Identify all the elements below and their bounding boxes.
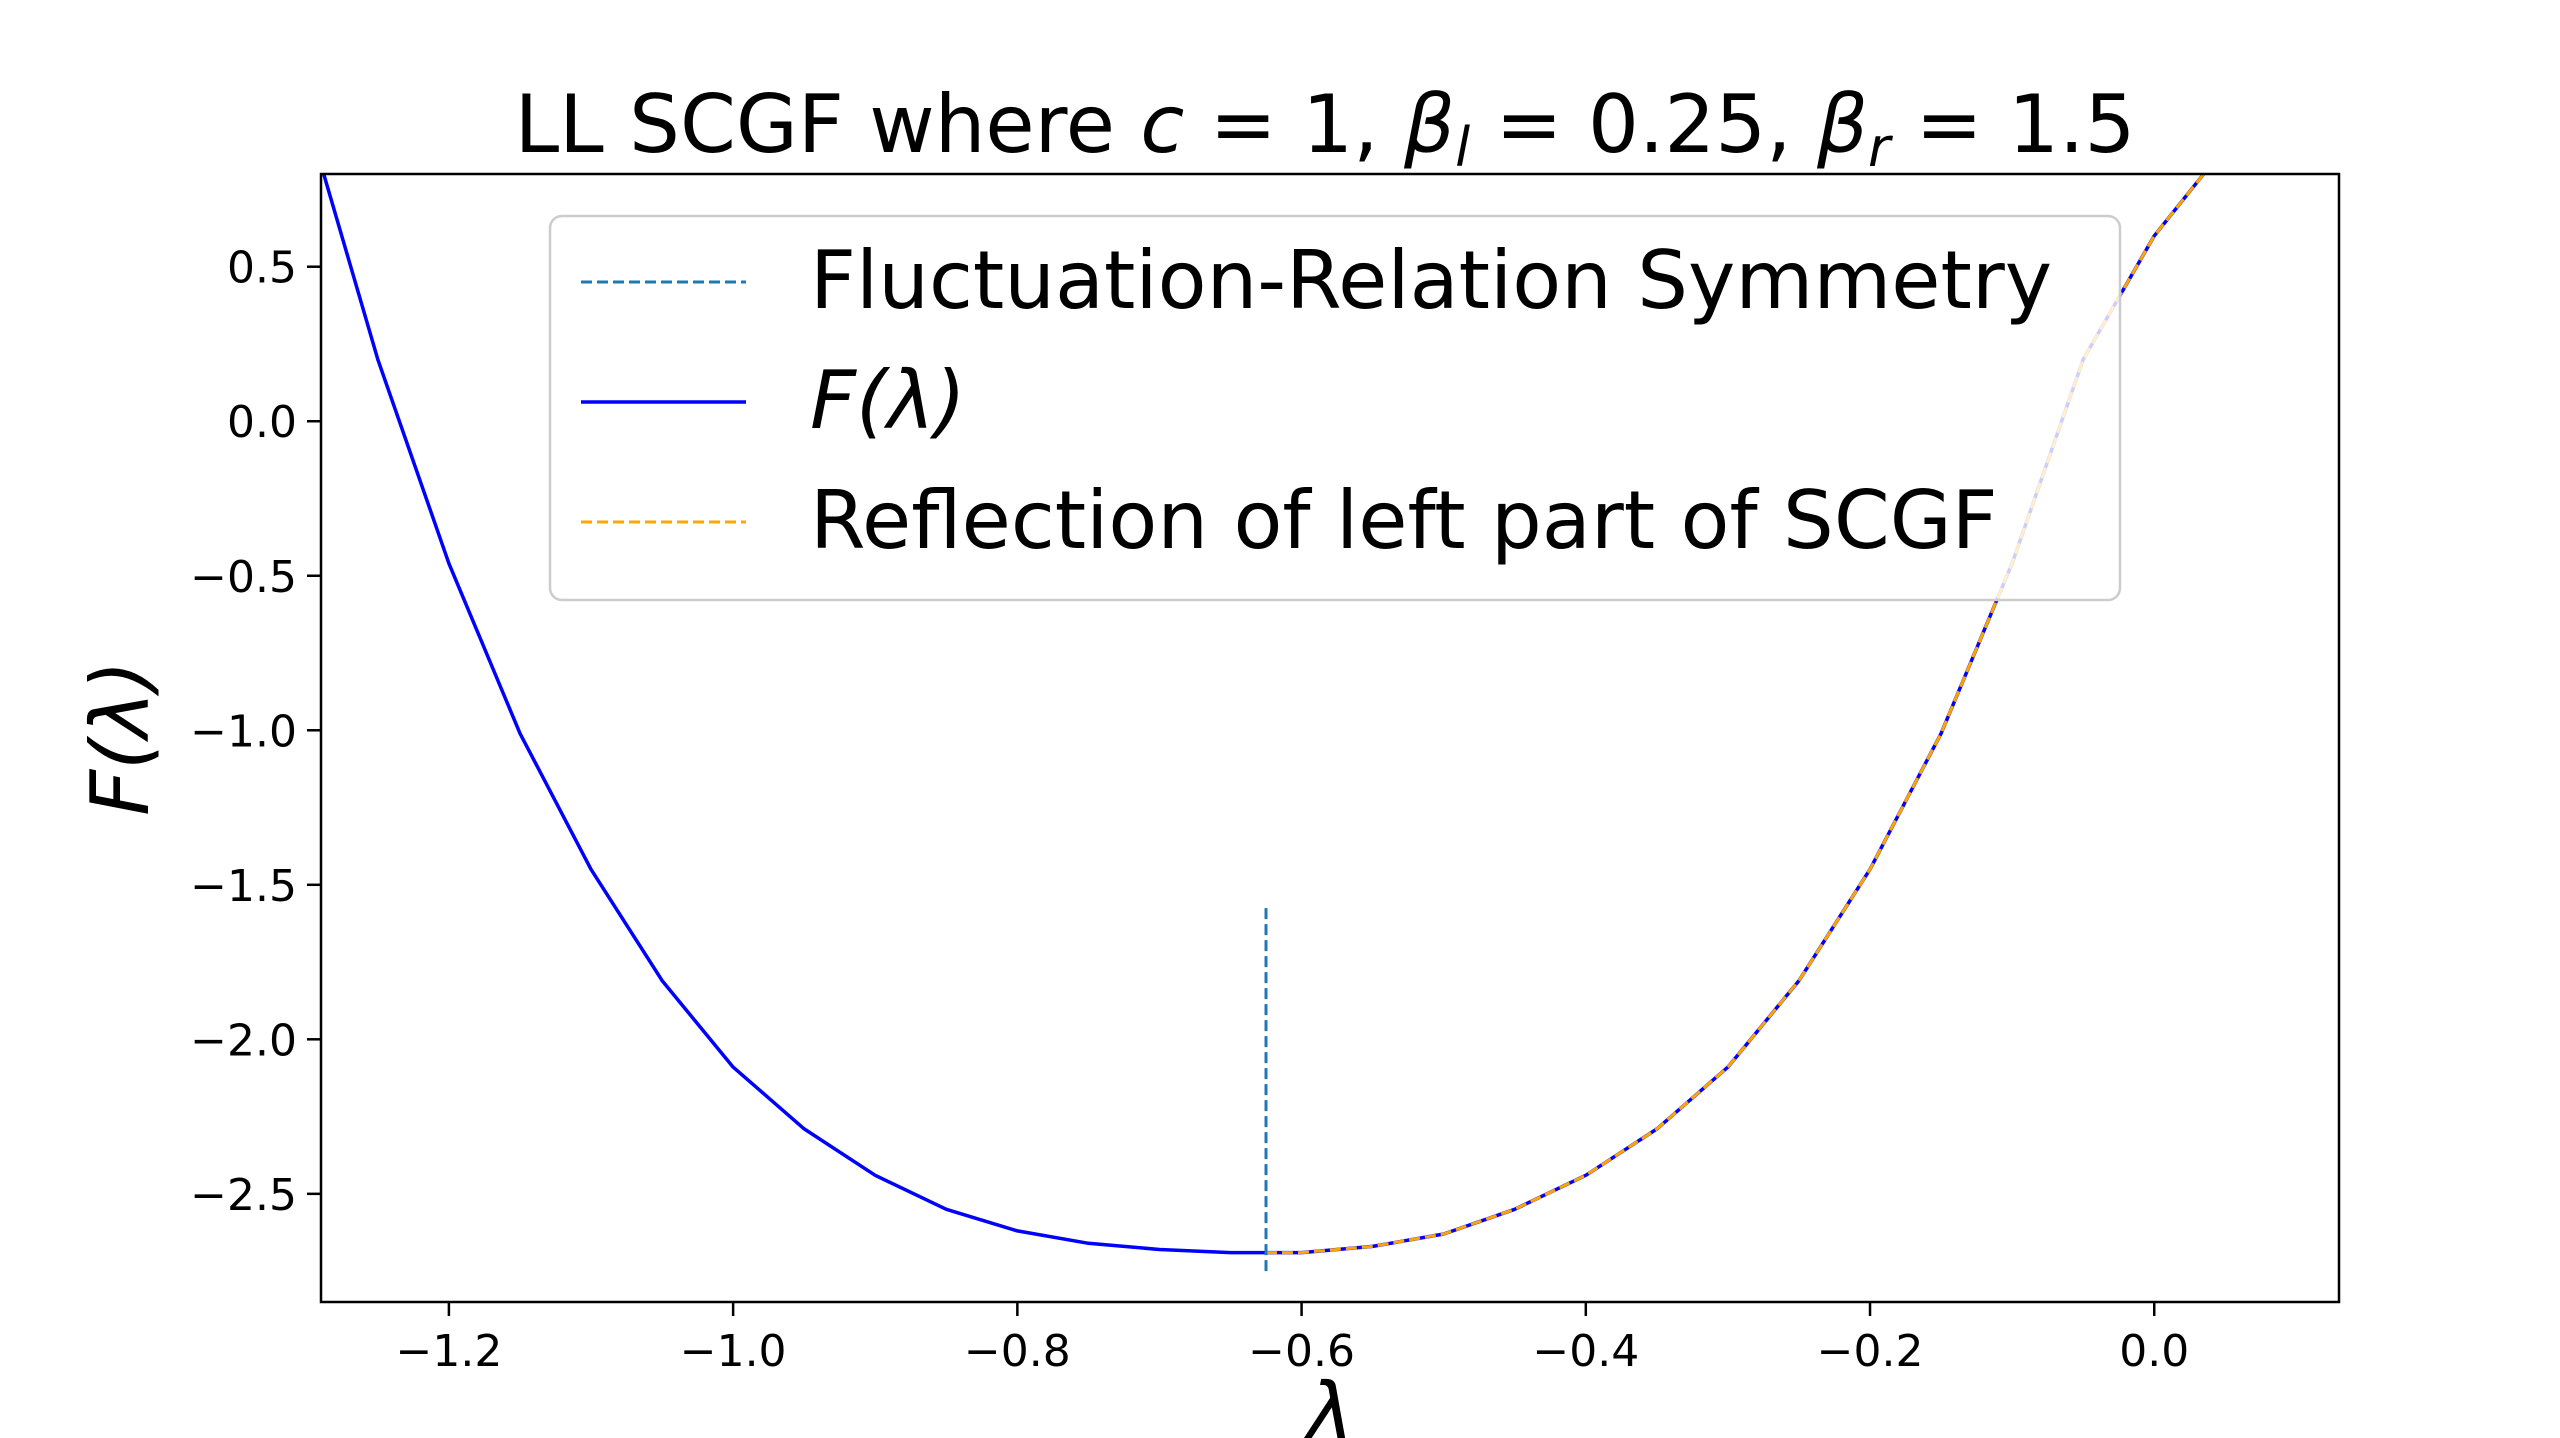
plot-area-frame [319, 172, 2341, 1304]
x-tick-label: −1.2 [395, 1326, 502, 1377]
x-tick-label: −0.8 [964, 1326, 1071, 1377]
x-tick-label: −0.6 [1248, 1326, 1355, 1377]
y-axis-label: F(λ) [74, 660, 167, 816]
x-tick-label: 0.0 [2119, 1326, 2189, 1377]
y-tick-label: 0.5 [227, 243, 297, 294]
legend-label-f-lambda: F(λ) [810, 354, 966, 447]
y-tick-label: −2.5 [190, 1170, 297, 1221]
y-tick-label: −0.5 [190, 552, 297, 603]
x-tick-label: −0.2 [1817, 1326, 1924, 1377]
x-axis-label: λ [1302, 1366, 1353, 1438]
legend: Fluctuation-Relation Symmetry F(λ) Refle… [548, 214, 2122, 602]
legend-label-reflection: Reflection of left part of SCGF [810, 474, 1998, 567]
y-tick-label: −2.0 [190, 1015, 297, 1066]
x-axis: −1.2 −1.0 −0.8 −0.6 −0.4 −0.2 0.0 [395, 1302, 2189, 1377]
x-tick-label: −1.0 [680, 1326, 787, 1377]
legend-box [548, 214, 2122, 602]
y-tick-label: 0.0 [227, 397, 297, 448]
y-tick-label: −1.0 [190, 706, 297, 757]
chart-title: LL SCGF where c = 1, βl = 0.25, βr = 1.5 [515, 78, 2136, 179]
y-tick-label: −1.5 [190, 861, 297, 912]
x-tick-label: −0.4 [1532, 1326, 1639, 1377]
y-axis: 0.5 0.0 −0.5 −1.0 −1.5 −2.0 −2.5 [190, 243, 321, 1221]
legend-label-fluctuation-relation-symmetry: Fluctuation-Relation Symmetry [810, 234, 2052, 327]
